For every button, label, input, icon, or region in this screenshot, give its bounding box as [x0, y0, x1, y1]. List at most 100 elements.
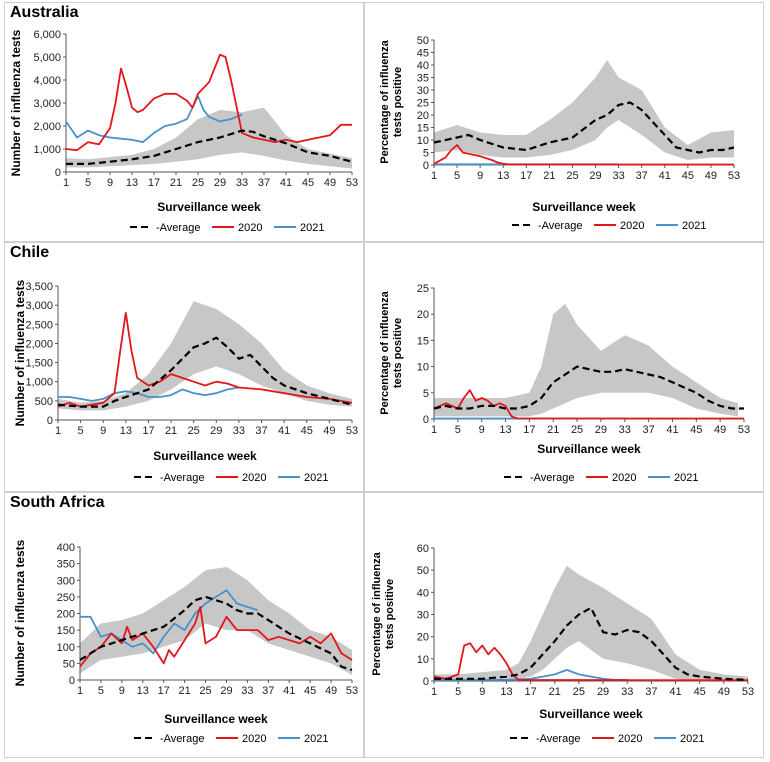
y-tick-label: 60 [417, 543, 429, 555]
x-tick-label: 41 [280, 177, 292, 189]
x-tick-label: 25 [192, 177, 204, 189]
y-tick-label: 50 [417, 35, 429, 47]
y-tick-label: 2,000 [25, 338, 53, 350]
x-axis-label: Surveillance week [537, 442, 641, 456]
series-line-average [433, 365, 744, 410]
x-tick-label: 37 [636, 170, 648, 182]
x-tick-label: 13 [137, 685, 149, 697]
legend-label: -Average [536, 733, 580, 745]
y-tick-label: 350 [57, 559, 75, 571]
x-tick-label: 41 [283, 685, 295, 697]
y-tick-label: 3,000 [25, 300, 53, 312]
x-tick-label: 49 [325, 685, 337, 697]
legend-label: -Average [160, 733, 204, 745]
x-tick-label: 1 [63, 177, 69, 189]
series-line-2021 [80, 589, 259, 655]
legend-label: -Average [538, 220, 582, 232]
y-axis-label: tests positive [384, 579, 396, 649]
x-tick-label: 53 [346, 425, 358, 437]
y-tick-label: 300 [57, 575, 75, 587]
x-tick-label: 9 [119, 685, 125, 697]
x-tick-label: 21 [165, 425, 177, 437]
y-tick-label: 4,000 [33, 75, 61, 87]
x-tick-label: 21 [170, 177, 182, 189]
legend-label: 2021 [680, 733, 704, 745]
y-axis-label: Percentage of influenza [379, 39, 391, 163]
panel-frame [364, 2, 764, 242]
x-tick-label: 25 [188, 425, 200, 437]
series-line-2020 [57, 311, 353, 408]
y-tick-label: 3,000 [33, 98, 61, 110]
x-tick-label: 29 [220, 685, 232, 697]
series-line-average [434, 606, 749, 681]
y-tick-label: 20 [417, 632, 429, 644]
series-line-2020 [65, 53, 352, 152]
y-tick-label: 2,500 [25, 319, 53, 331]
x-tick-label: 9 [100, 425, 106, 437]
y-tick-label: 45 [417, 48, 429, 60]
legend-label: 2021 [682, 220, 706, 232]
y-tick-label: 1,500 [25, 358, 53, 370]
panel-frame [4, 492, 364, 758]
x-tick-label: 17 [148, 177, 160, 189]
series-line-2021 [65, 95, 243, 144]
y-axis-label: tests positive [392, 67, 404, 137]
x-tick-label: 45 [690, 424, 702, 436]
range-band [434, 60, 734, 160]
x-tick-label: 21 [543, 170, 555, 182]
x-tick-label: 1 [431, 424, 437, 436]
legend-label: -Average [156, 222, 200, 234]
legend-label: 2020 [618, 733, 642, 745]
x-tick-label: 17 [520, 170, 532, 182]
y-tick-label: 5 [423, 388, 429, 400]
x-tick-label: 1 [431, 170, 437, 182]
legend-label: -Average [160, 472, 204, 484]
y-tick-label: 25 [417, 98, 429, 110]
x-tick-label: 9 [479, 424, 485, 436]
x-tick-label: 45 [694, 686, 706, 698]
x-tick-label: 25 [199, 685, 211, 697]
legend-label: 2020 [620, 220, 644, 232]
y-tick-label: 1,000 [33, 144, 61, 156]
y-tick-label: 100 [57, 642, 75, 654]
region-title-australia: Australia [10, 4, 79, 21]
y-tick-label: 25 [417, 283, 429, 295]
x-tick-label: 5 [455, 686, 461, 698]
x-tick-label: 41 [669, 686, 681, 698]
x-tick-label: 9 [107, 177, 113, 189]
x-axis-label: Surveillance week [153, 449, 257, 463]
range-band [434, 565, 748, 681]
region-title-chile: Chile [10, 244, 50, 261]
x-tick-label: 5 [85, 177, 91, 189]
y-tick-label: 0 [55, 167, 61, 179]
y-tick-label: 150 [57, 625, 75, 637]
x-tick-label: 45 [302, 177, 314, 189]
y-axis-label: Number of influenza tests [13, 279, 27, 426]
x-tick-label: 13 [500, 686, 512, 698]
series-line-average [433, 101, 735, 154]
y-tick-label: 0 [423, 676, 429, 688]
x-tick-label: 29 [589, 170, 601, 182]
x-tick-label: 17 [142, 425, 154, 437]
series-line-average [79, 595, 353, 672]
x-tick-label: 1 [431, 686, 437, 698]
y-tick-label: 30 [417, 610, 429, 622]
y-tick-label: 2,000 [33, 121, 61, 133]
y-tick-label: 10 [417, 654, 429, 666]
y-tick-label: 0 [69, 675, 75, 687]
series-line-2020 [79, 606, 353, 668]
range-band [434, 303, 738, 417]
series-line-2021 [58, 386, 240, 402]
panel-frame [364, 492, 764, 758]
x-tick-label: 17 [158, 685, 170, 697]
x-tick-label: 37 [642, 424, 654, 436]
x-tick-label: 5 [454, 170, 460, 182]
x-tick-label: 53 [728, 170, 740, 182]
x-tick-label: 49 [714, 424, 726, 436]
region-title-south-africa: South Africa [10, 494, 105, 511]
range-band [66, 107, 352, 169]
y-tick-label: 250 [57, 592, 75, 604]
x-tick-label: 53 [346, 177, 358, 189]
